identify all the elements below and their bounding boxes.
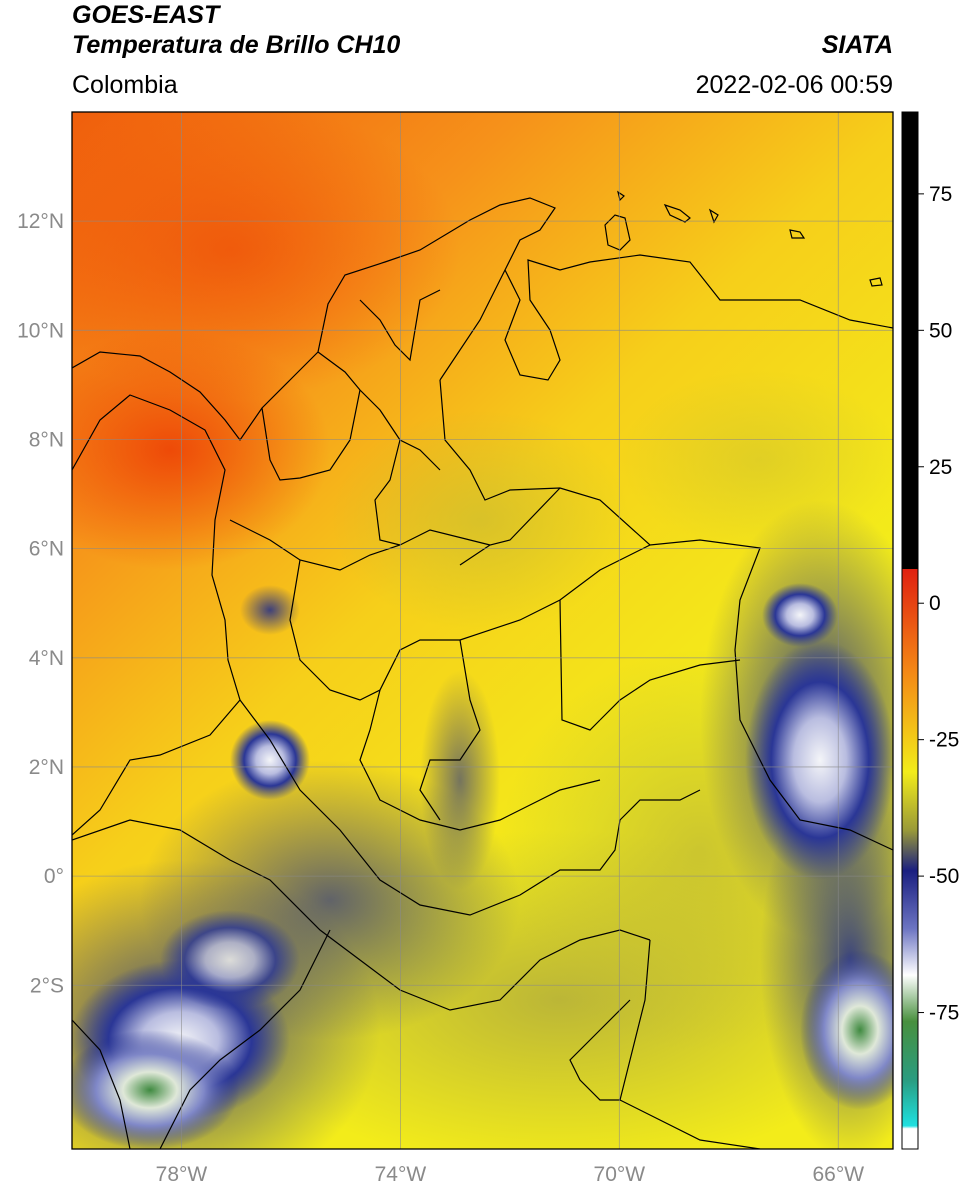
title-block: GOES-EAST Temperatura de Brillo CH10 Col… [72,0,400,100]
lon-tick-label: 74°W [375,1163,427,1186]
coastline-islands [604,190,883,287]
axis-labels: 78°W 74°W 70°W 66°W 12°N 10°N 8°N 6°N 4°N 2°N 0° 2°… [17,210,864,1186]
satellite-title: GOES-EAST [72,1,220,29]
right-header: SIATA 2022-02-06 00:59 [696,30,893,100]
region-label: Colombia [72,71,178,99]
colorbar-frame [901,111,919,1150]
agency-label: SIATA [821,31,893,59]
colorbar-tick-label: -50 [929,865,959,888]
lat-tick-label: 2°S [30,974,64,997]
colorbar-tick-label: -75 [929,1002,959,1025]
lat-tick-label: 12°N [17,210,64,233]
lon-tick-label: 70°W [594,1163,646,1186]
colorbar-tick-label: 25 [929,456,952,479]
gridlines [72,112,893,1149]
lon-tick-label: 78°W [156,1163,208,1186]
colorbar-tick-label: 75 [929,183,952,206]
satellite-image [72,112,893,1149]
colorbar-tick-label: 0 [929,592,941,615]
colorbar-gradient [902,569,918,1149]
lat-tick-label: 0° [44,865,64,888]
datetime-label: 2022-02-06 00:59 [695,71,893,99]
lat-tick-label: 2°N [29,756,64,779]
lat-tick-label: 8°N [29,428,64,451]
colorbar-tick-label: 50 [929,319,952,342]
lat-tick-label: 6°N [29,538,64,561]
borders [72,197,893,1149]
product-title: Temperatura de Brillo CH10 [72,31,401,59]
lat-tick-label: 4°N [29,647,64,670]
colorbar-black-segment [902,112,918,569]
lon-tick-label: 66°W [812,1163,864,1186]
colorbar-tick-label: -25 [929,729,959,752]
map-frame [71,111,894,1150]
colorbar: 75 50 25 0 -25 -50 -75 [901,111,959,1150]
lat-tick-label: 10°N [17,319,64,342]
